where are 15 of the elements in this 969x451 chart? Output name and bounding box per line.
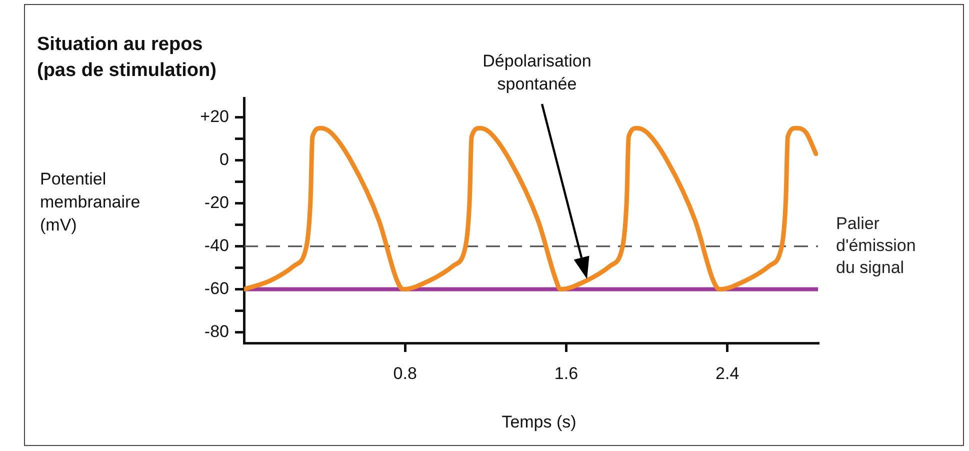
x-tick-label: 2.4 <box>716 364 740 383</box>
y-tick-label: -80 <box>204 322 229 341</box>
y-tick-label: -20 <box>204 192 229 212</box>
x-tick-label: 1.6 <box>554 364 578 383</box>
text: Dépolarisation spontanée <box>482 52 592 94</box>
x-tick-label: 0.8 <box>393 364 417 383</box>
y-tick-label: -60 <box>204 278 229 298</box>
y-tick-label: 0 <box>220 150 229 170</box>
x-axis-title: Temps (s) <box>502 412 576 432</box>
line-series <box>244 126 818 292</box>
chart-title: Situation au repos (pas de stimulation) <box>37 34 216 81</box>
y-axis-title: Potentiel membranaire (mV) <box>40 170 140 235</box>
ref-line-label: Palier d'émission du signal <box>836 214 916 277</box>
y-tick-label: -40 <box>204 236 229 255</box>
y-tick-label: +20 <box>200 107 229 126</box>
